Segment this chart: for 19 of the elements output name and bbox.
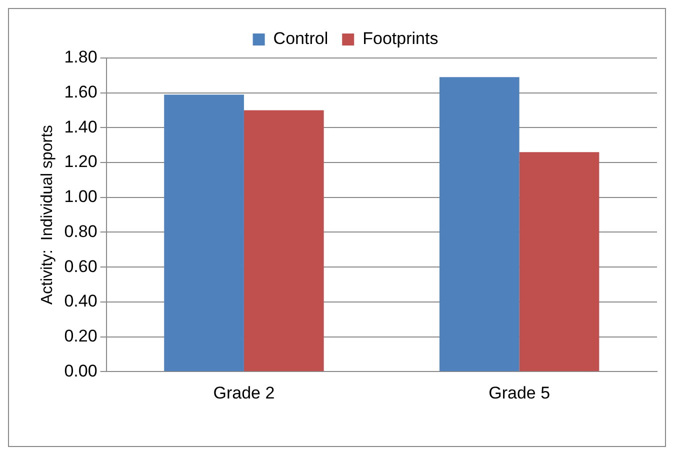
- bar: [244, 110, 324, 372]
- y-tick-label: 1.00: [64, 187, 98, 206]
- y-tick-label: 1.80: [64, 48, 98, 67]
- y-tick-label: 1.60: [64, 82, 98, 102]
- y-tick-label: 0.80: [64, 222, 98, 241]
- bar: [439, 77, 520, 372]
- y-axis-title: Activity: Individual sports: [39, 124, 56, 305]
- x-tick-label: Grade 5: [488, 383, 550, 402]
- y-tick-label: 1.20: [64, 152, 98, 172]
- y-tick-label: 0.40: [64, 292, 98, 311]
- y-tick-label: 0.60: [64, 256, 98, 276]
- legend-label: Footprints: [362, 29, 438, 48]
- x-tick-label: Grade 2: [213, 383, 275, 402]
- y-tick-label: 0.20: [64, 326, 98, 346]
- bar: [519, 152, 600, 372]
- bar: [164, 94, 244, 372]
- y-tick-label: 0.00: [64, 361, 98, 380]
- legend-label: Control: [273, 29, 328, 48]
- y-tick-label: 1.40: [64, 117, 98, 136]
